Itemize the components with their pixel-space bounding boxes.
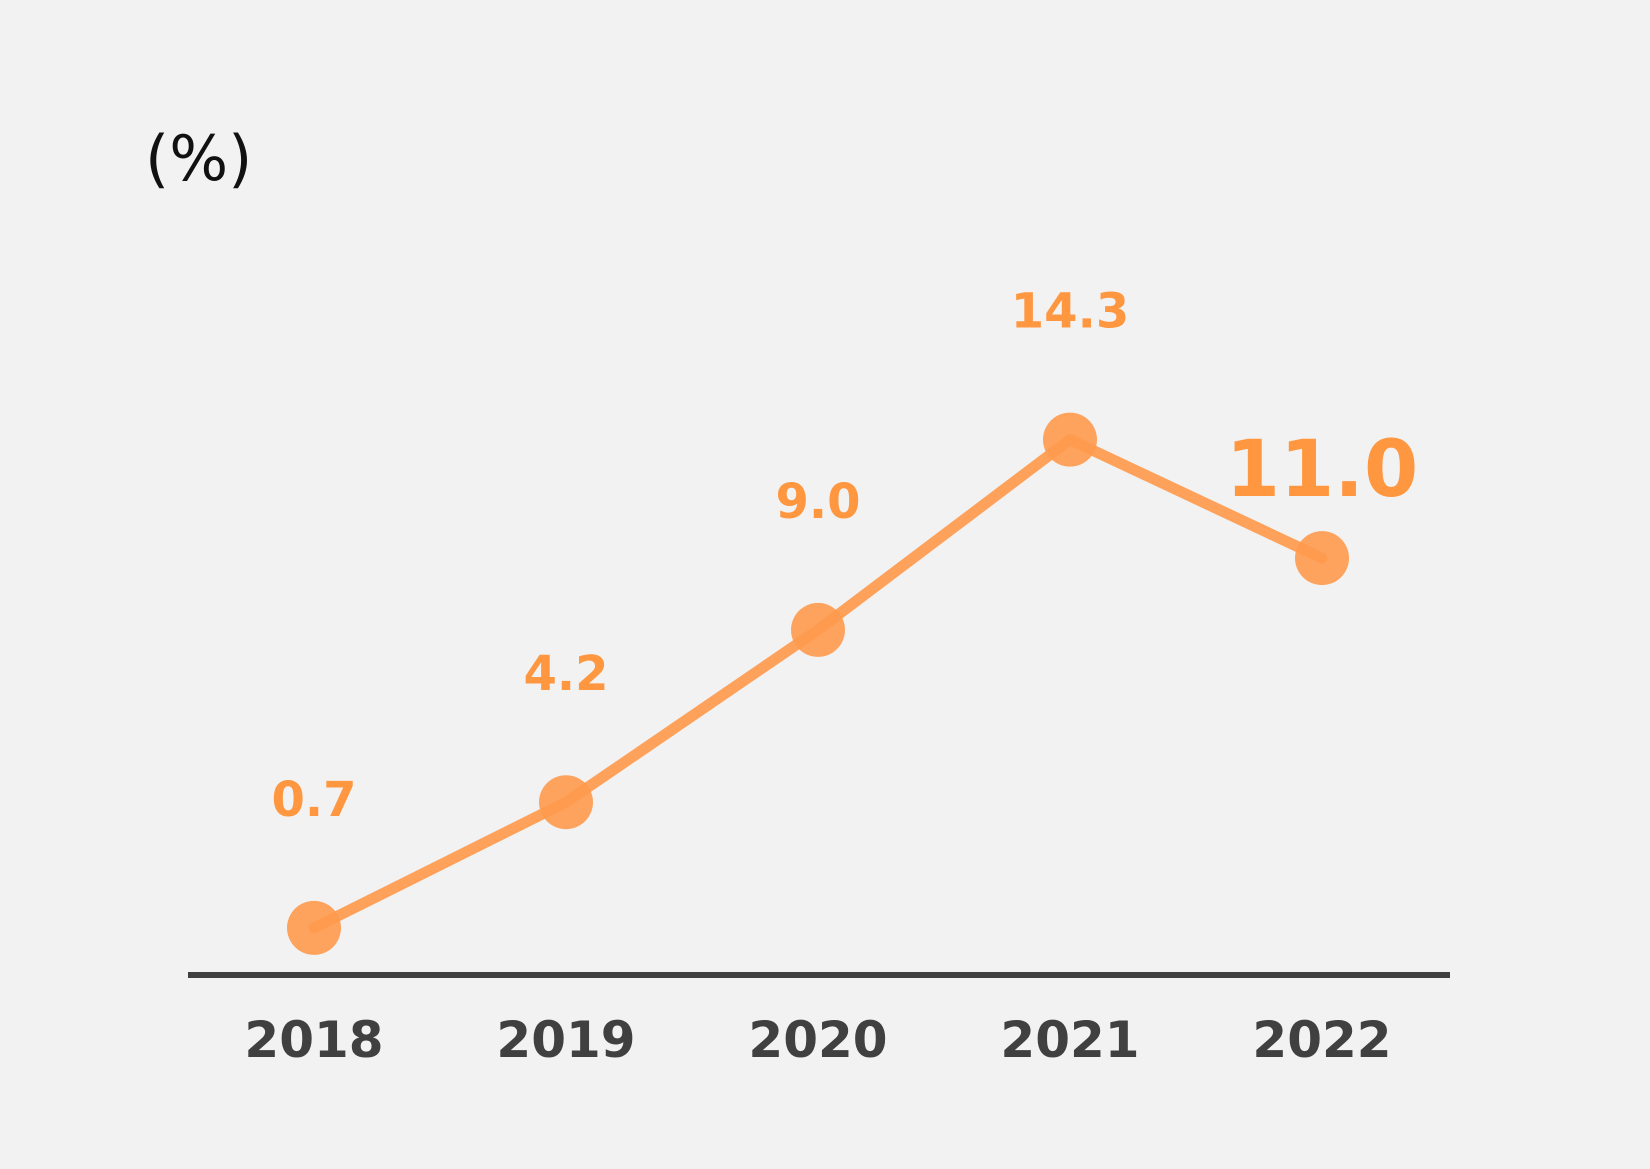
value-label-layer: 0.7 4.2 9.0 14.3 11.0 bbox=[271, 284, 1418, 828]
data-point-2018 bbox=[287, 900, 341, 955]
x-tick-2021: 2021 bbox=[1000, 1011, 1139, 1069]
data-label-2021: 14.3 bbox=[1011, 284, 1129, 340]
data-point-2021 bbox=[1043, 412, 1097, 467]
data-label-2020: 9.0 bbox=[775, 474, 860, 530]
x-tick-2019: 2019 bbox=[496, 1011, 635, 1069]
data-label-2018: 0.7 bbox=[271, 772, 356, 828]
unit-label: (%) bbox=[145, 122, 252, 195]
data-point-2020 bbox=[791, 602, 845, 657]
series-layer bbox=[287, 412, 1349, 955]
data-point-2022 bbox=[1295, 531, 1349, 586]
x-tick-2018: 2018 bbox=[244, 1011, 383, 1069]
data-point-2019 bbox=[539, 775, 593, 830]
x-tick-2022: 2022 bbox=[1252, 1011, 1391, 1069]
data-label-2022: 11.0 bbox=[1226, 425, 1418, 515]
x-tick-layer: 2018 2019 2020 2021 2022 bbox=[244, 1011, 1391, 1069]
x-tick-2020: 2020 bbox=[748, 1011, 887, 1069]
data-label-2019: 4.2 bbox=[523, 646, 608, 702]
